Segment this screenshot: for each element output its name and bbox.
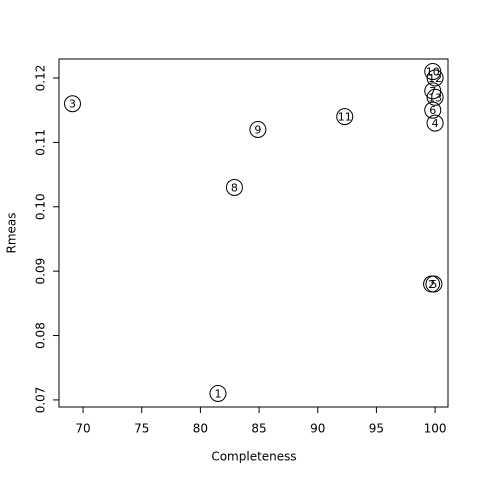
point	[336, 108, 354, 126]
point	[424, 63, 442, 81]
x-tick-label: 75	[134, 422, 149, 436]
point-label: 1	[215, 387, 222, 400]
y-tick-label: 0.08	[34, 322, 48, 349]
y-axis-label: Rmeas	[5, 212, 19, 253]
point	[249, 121, 267, 139]
point	[225, 178, 243, 196]
x-tick-label: 95	[369, 422, 384, 436]
point-label: 3	[69, 98, 76, 111]
x-tick-label: 70	[75, 422, 90, 436]
y-tick-label: 0.09	[34, 258, 48, 285]
point-label: 5	[430, 278, 437, 291]
point	[424, 82, 442, 100]
point-label: 11	[338, 111, 352, 124]
y-tick-label: 0.11	[34, 129, 48, 156]
y-tick-label: 0.07	[34, 387, 48, 414]
point-label: 6	[429, 104, 436, 117]
y-tick-label: 0.10	[34, 193, 48, 220]
point	[209, 384, 227, 402]
point-label: 12	[428, 72, 442, 85]
x-tick-label: 80	[193, 422, 208, 436]
point-label: 9	[254, 124, 261, 137]
point-label: 4	[432, 117, 439, 130]
point	[425, 275, 443, 293]
plot-box	[58, 58, 449, 408]
point	[426, 88, 444, 106]
y-tick-label: 0.12	[34, 65, 48, 92]
point-label: 8	[231, 181, 238, 194]
x-tick-label: 85	[251, 422, 266, 436]
point-label: 13	[428, 91, 442, 104]
point-label: 7	[429, 85, 436, 98]
point	[426, 114, 444, 132]
point-label: 10	[426, 66, 440, 79]
point-label: 2	[428, 278, 435, 291]
x-axis-label: Completeness	[211, 450, 296, 464]
point	[63, 95, 81, 113]
x-tick-label: 90	[310, 422, 325, 436]
point	[424, 101, 442, 119]
point	[426, 69, 444, 87]
x-tick-label: 100	[424, 422, 447, 436]
